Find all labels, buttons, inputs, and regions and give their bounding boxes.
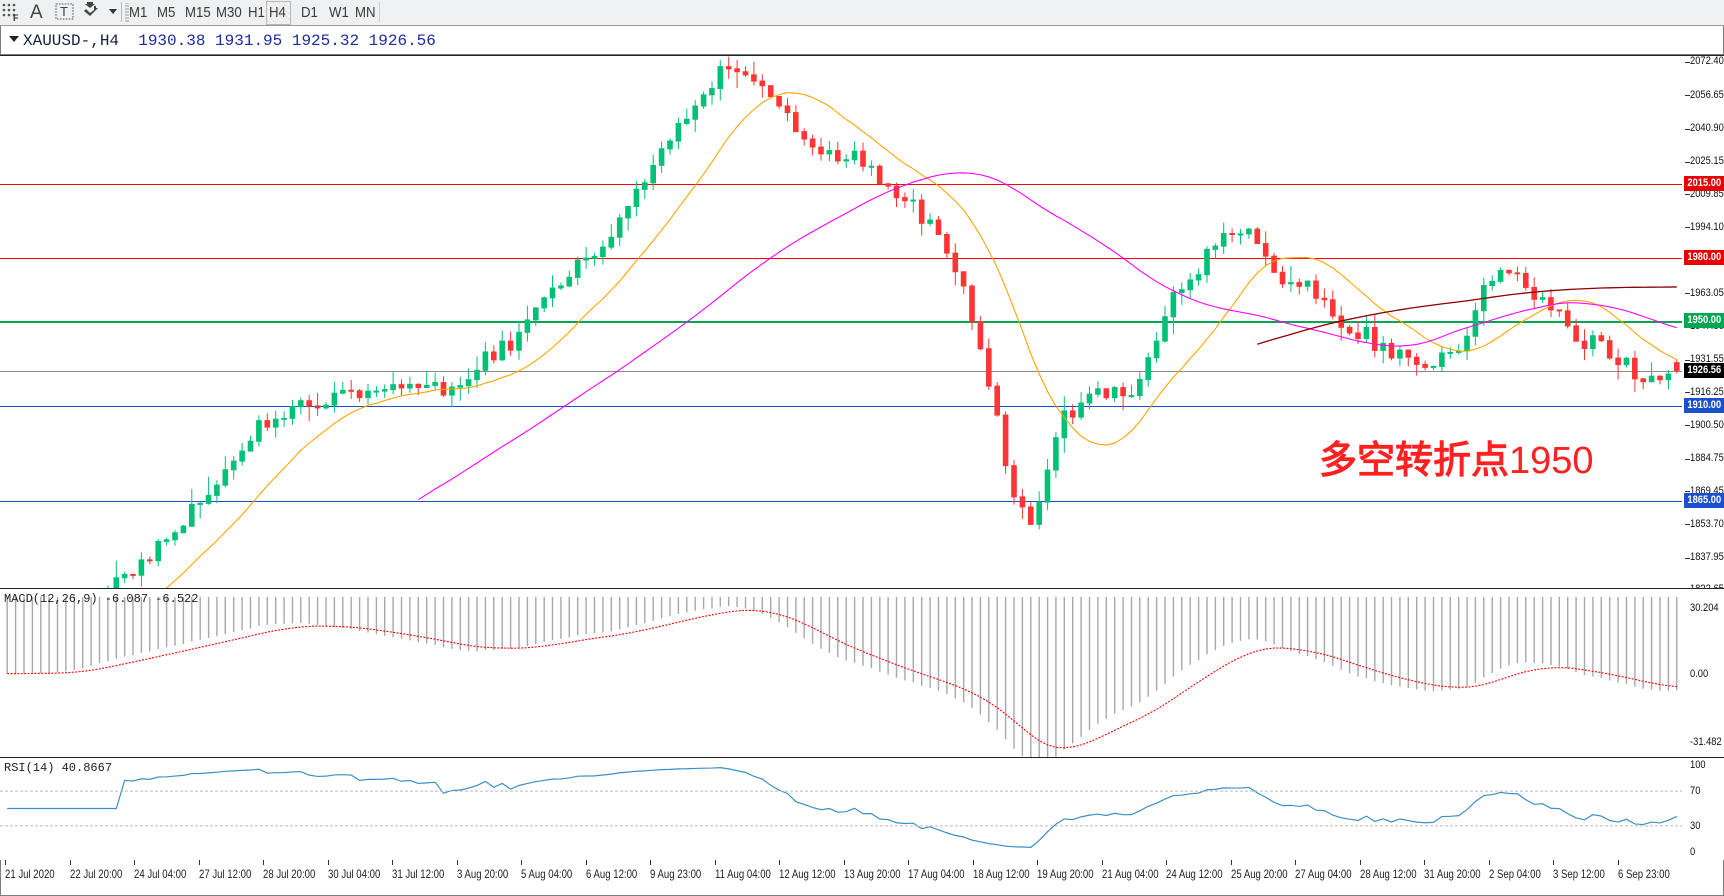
svg-text:T: T: [60, 4, 68, 19]
